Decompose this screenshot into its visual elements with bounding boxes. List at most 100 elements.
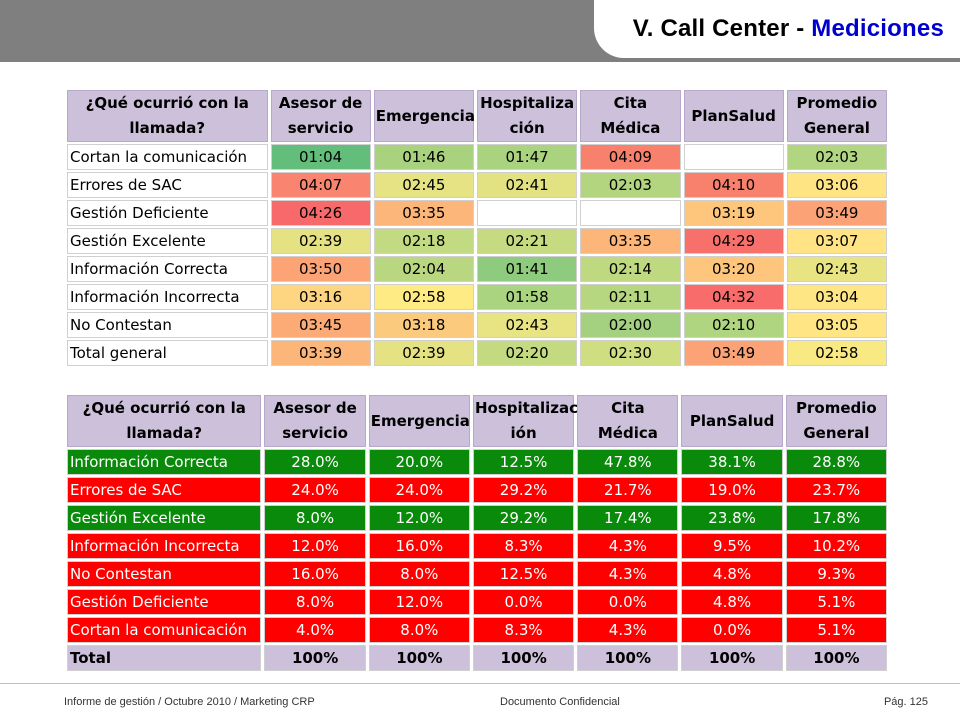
header-row: ¿Qué ocurrió con la llamada? Asesor de se…: [67, 90, 887, 142]
percent-cell: 9.3%: [785, 561, 887, 587]
duration-cell: 01:41: [477, 256, 578, 282]
footer-report-info: Informe de gestión / Octubre 2010 / Mark…: [64, 696, 315, 708]
duration-cell: 02:41: [477, 172, 578, 198]
duration-cell: 04:10: [683, 172, 784, 198]
header-bar: V. Call Center - Mediciones: [0, 0, 960, 62]
table-row: Gestión Deficiente 8.0% 12.0% 0.0% 0.0% 4.8% 5…: [67, 589, 887, 615]
duration-cell: 03:49: [683, 340, 784, 366]
percent-cell: 10.2%: [785, 533, 887, 559]
table-row: No Contestan 03:45 03:18 02:43 02:00 02:10 03:…: [67, 312, 887, 338]
percent-cell: 38.1%: [681, 449, 783, 475]
column-header: Cita Médica: [577, 395, 679, 447]
row-label: Total: [67, 645, 262, 671]
duration-cell: 02:03: [580, 172, 681, 198]
column-header: Cita Médica: [580, 90, 681, 142]
duration-cell: 02:39: [373, 340, 474, 366]
duration-cell: 03:19: [683, 200, 784, 226]
percent-cell: 24.0%: [368, 477, 470, 503]
duration-cell: 02:39: [270, 228, 371, 254]
duration-cell: 01:47: [477, 144, 578, 170]
duration-cell: 04:07: [270, 172, 371, 198]
duration-cell: 01:58: [477, 284, 578, 310]
column-header: Asesor de servicio: [264, 395, 366, 447]
row-label: Gestión Excelente: [67, 228, 268, 254]
table-row: Gestión Deficiente 04:26 03:35 03:19 03:49: [67, 200, 887, 226]
table-row: Información Correcta 28.0% 20.0% 12.5% 47.8%…: [67, 449, 887, 475]
column-header: Emergencia: [373, 90, 475, 142]
duration-cell: 04:29: [683, 228, 784, 254]
duration-cell: 02:43: [786, 256, 887, 282]
percent-cell: 4.8%: [681, 561, 783, 587]
column-header: Promedio General: [785, 395, 887, 447]
row-label: Total general: [67, 340, 268, 366]
percent-cell: 100%: [368, 645, 470, 671]
percent-cell: 5.1%: [785, 589, 887, 615]
percent-cell: 0.0%: [577, 589, 679, 615]
duration-cell: 04:09: [580, 144, 681, 170]
column-header: Asesor de servicio: [270, 90, 371, 142]
percent-cell: 23.8%: [681, 505, 783, 531]
duration-cell: 02:58: [786, 340, 887, 366]
duration-cell: 01:46: [373, 144, 474, 170]
duration-cell: 03:45: [270, 312, 371, 338]
duration-cell: 03:50: [270, 256, 371, 282]
row-label: Gestión Deficiente: [67, 200, 268, 226]
header-row: ¿Qué ocurrió con la llamada? Asesor de se…: [67, 395, 887, 447]
footer-confidential: Documento Confidencial: [500, 696, 620, 708]
percent-cell: 17.4%: [577, 505, 679, 531]
column-header: PlanSalud: [681, 395, 783, 447]
page-title: V. Call Center - Mediciones: [633, 15, 944, 43]
duration-cell: 02:00: [580, 312, 681, 338]
duration-cell: 02:58: [373, 284, 474, 310]
percent-cell: 19.0%: [681, 477, 783, 503]
column-header: Hospitalizac ión: [472, 395, 578, 447]
row-label: Información Incorrecta: [67, 284, 268, 310]
table-row: No Contestan 16.0% 8.0% 12.5% 4.3% 4.8% 9.3%: [67, 561, 887, 587]
percent-cell: 8.0%: [264, 589, 366, 615]
percent-cell: 4.8%: [681, 589, 783, 615]
duration-cell: 03:18: [373, 312, 474, 338]
duration-cell: [683, 144, 784, 170]
row-label: No Contestan: [67, 312, 268, 338]
duration-cell: 03:06: [786, 172, 887, 198]
duration-cell: 03:20: [683, 256, 784, 282]
duration-cell: 02:11: [580, 284, 681, 310]
total-row: Total 100% 100% 100% 100% 100% 100%: [67, 645, 887, 671]
percent-cell: 100%: [785, 645, 887, 671]
percent-cell: 16.0%: [368, 533, 470, 559]
column-header: Hospitaliza ción: [477, 90, 578, 142]
row-label: Cortan la comunicación: [67, 617, 262, 643]
row-label: Gestión Excelente: [67, 505, 262, 531]
duration-cell: 03:39: [270, 340, 371, 366]
column-header: PlanSalud: [683, 90, 784, 142]
percent-cell: 100%: [264, 645, 366, 671]
duration-cell: 02:14: [580, 256, 681, 282]
page-title-accent: Mediciones: [811, 15, 944, 42]
duration-cell: 02:03: [786, 144, 887, 170]
duration-cell: 02:20: [477, 340, 578, 366]
percent-cell: 29.2%: [472, 505, 575, 531]
call-outcome-percent-table: ¿Qué ocurrió con la llamada? Asesor de se…: [64, 393, 890, 673]
duration-cell: 02:04: [373, 256, 474, 282]
duration-cell: 03:05: [786, 312, 887, 338]
column-header-question: ¿Qué ocurrió con la llamada?: [67, 395, 262, 447]
percent-cell: 8.3%: [472, 617, 575, 643]
duration-cell: [580, 200, 681, 226]
percent-cell: 8.3%: [472, 533, 575, 559]
duration-cell: 04:32: [683, 284, 784, 310]
percent-cell: 28.8%: [785, 449, 887, 475]
percent-cell: 17.8%: [785, 505, 887, 531]
duration-cell: 03:07: [786, 228, 887, 254]
percent-cell: 0.0%: [681, 617, 783, 643]
table-row: Información Incorrecta 12.0% 16.0% 8.3% 4.3%…: [67, 533, 887, 559]
percent-cell: 8.0%: [368, 561, 470, 587]
percent-cell: 12.0%: [368, 505, 470, 531]
title-box: V. Call Center - Mediciones: [594, 0, 960, 58]
duration-cell: 03:04: [786, 284, 887, 310]
percent-cell: 8.0%: [264, 505, 366, 531]
total-row: Total general 03:39 02:39 02:20 02:30 03:49 02…: [67, 340, 887, 366]
duration-cell: 03:35: [580, 228, 681, 254]
percent-cell: 12.5%: [472, 449, 575, 475]
table-row: Gestión Excelente 8.0% 12.0% 29.2% 17.4% 23.8…: [67, 505, 887, 531]
percent-cell: 12.0%: [368, 589, 470, 615]
